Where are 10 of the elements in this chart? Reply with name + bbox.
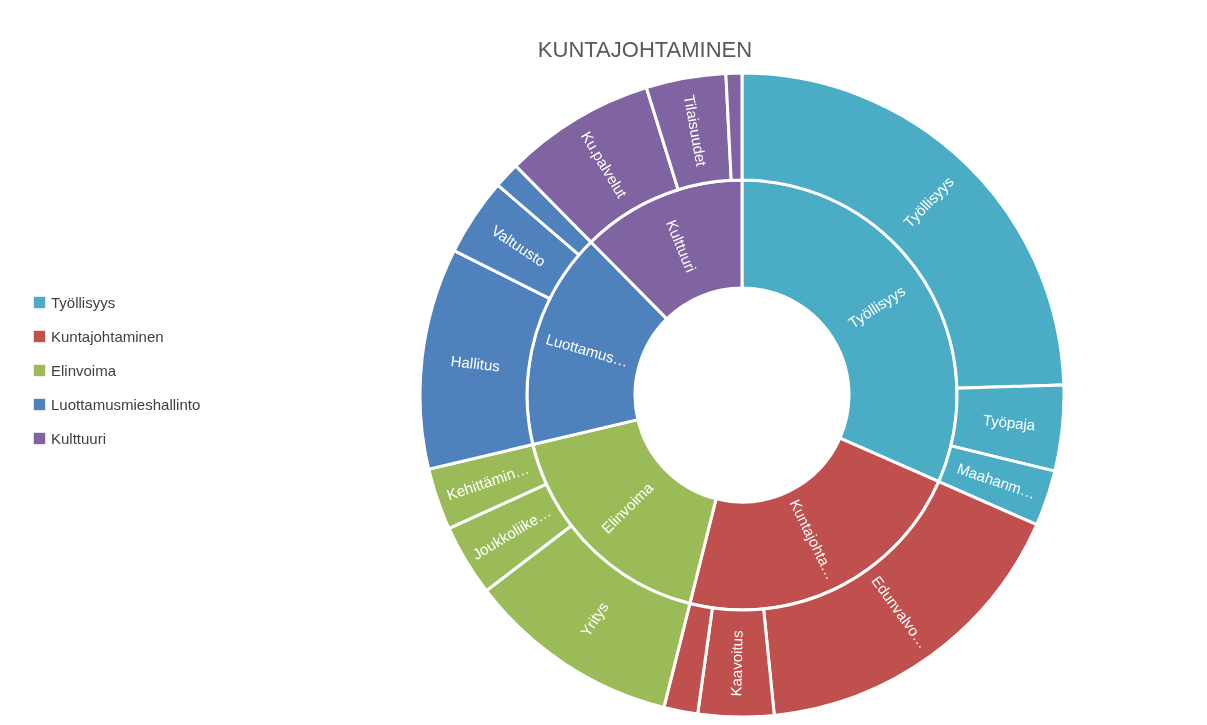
slice-label: Työpaja (982, 411, 1037, 434)
legend-label: Työllisyys (51, 293, 116, 311)
legend-label: Elinvoima (51, 361, 117, 379)
legend-label: Kuntajohtaminen (51, 327, 164, 345)
chart-title: KUNTAJOHTAMINEN (537, 37, 753, 62)
slice-label: Hallitus (449, 352, 501, 375)
slice-label: Tilaisuudet (680, 93, 711, 169)
slice-label: Kaavoitus (727, 630, 746, 697)
legend-label: Kulttuuri (51, 429, 107, 447)
legend-label: Luottamusmieshallinto (51, 395, 201, 413)
